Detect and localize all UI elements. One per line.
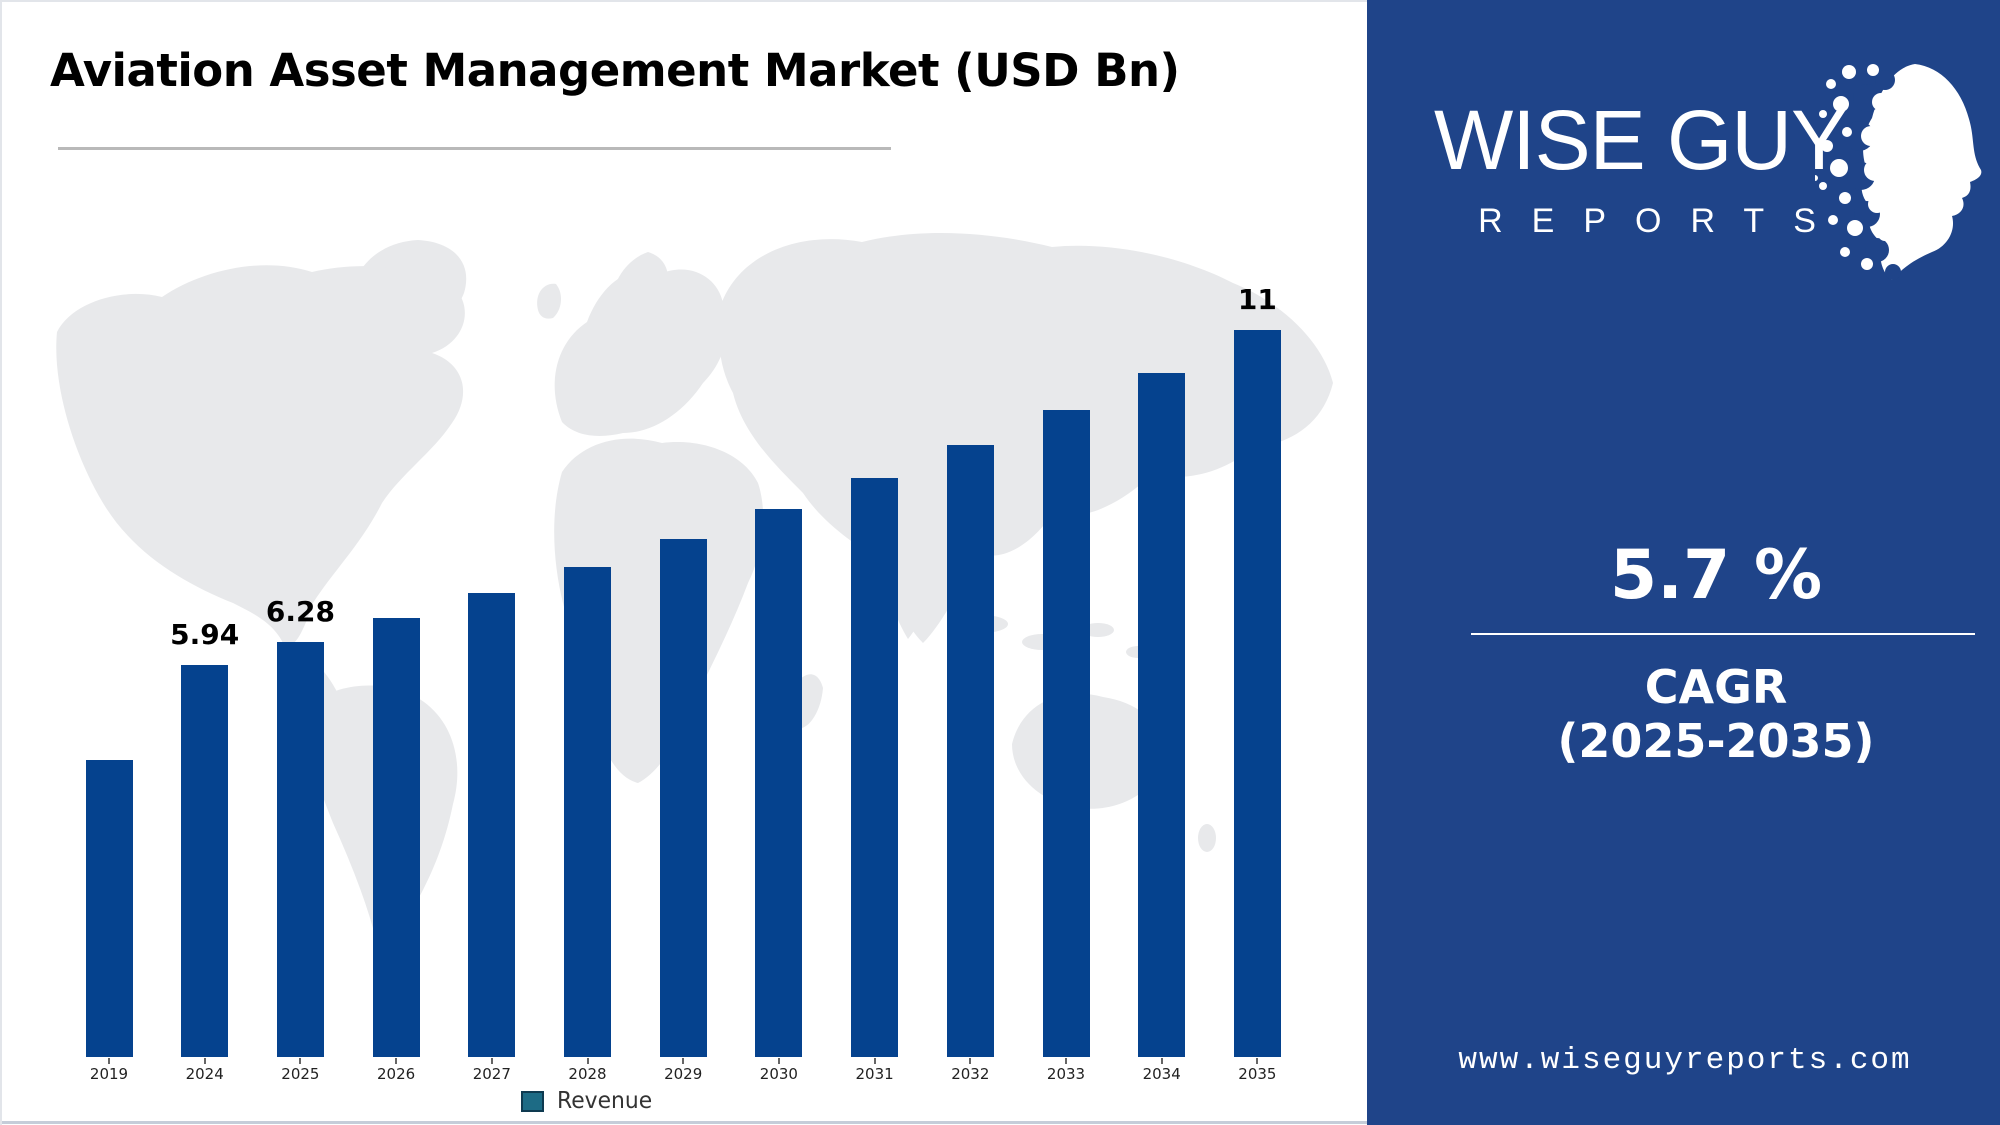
x-axis-tick-2027 [490, 1058, 493, 1064]
bar-2029 [659, 539, 707, 1057]
x-axis-tick-2032 [969, 1058, 972, 1064]
bar-2034 [1138, 373, 1186, 1057]
bar-2019 [85, 760, 133, 1057]
x-axis-tick-2031 [873, 1058, 876, 1064]
website-url: www.wiseguyreports.com [1458, 1043, 1912, 1078]
brand-panel: WISE GUY REPORTS [1367, 0, 2000, 1125]
legend-label: Revenue [557, 1088, 653, 1114]
wiseguy-logo-reports-text: REPORTS [1478, 202, 1845, 240]
x-axis-tick-2019 [108, 1058, 110, 1064]
legend-swatch-icon [521, 1090, 544, 1112]
bar-value-label-2024: 5.94 [170, 618, 240, 651]
x-axis-tick-2030 [777, 1058, 780, 1064]
bar-2024 [181, 665, 229, 1057]
x-axis-label-2027: 2027 [472, 1065, 511, 1083]
cagr-divider-line [1471, 633, 1975, 635]
wiseguy-logo-face-icon [1815, 64, 1982, 280]
x-axis-label-2024: 2024 [185, 1065, 224, 1083]
bar-2027 [468, 593, 516, 1057]
bar-2031 [851, 478, 899, 1057]
x-axis-label-2033: 2033 [1046, 1065, 1086, 1083]
bar-2033 [1042, 410, 1090, 1057]
x-axis-tick-2029 [682, 1058, 685, 1064]
bar-2035 [1233, 330, 1281, 1057]
x-axis-tick-2024 [203, 1058, 206, 1064]
x-axis-tick-2034 [1160, 1058, 1163, 1064]
title-underline [58, 147, 891, 150]
x-axis-label-2028: 2028 [568, 1065, 607, 1083]
chart-title: Aviation Asset Management Market (USD Bn… [50, 44, 1180, 97]
bottom-border-line [2, 1121, 1369, 1124]
x-axis-tick-2035 [1256, 1058, 1259, 1064]
chart-area: Aviation Asset Management Market (USD Bn… [0, 0, 1369, 1125]
cagr-range: (2025-2035) [1557, 714, 1875, 768]
legend: Revenue [521, 1088, 657, 1114]
bar-2032 [946, 445, 994, 1057]
bar-value-label-2035: 11 [1237, 283, 1277, 316]
bar-2030 [755, 509, 803, 1057]
bar-2026 [372, 618, 420, 1057]
cagr-title: CAGR [1644, 660, 1788, 714]
x-axis-label-2035: 2035 [1238, 1065, 1277, 1083]
x-axis-tick-2026 [395, 1058, 398, 1064]
x-axis-label-2034: 2034 [1142, 1065, 1181, 1083]
x-axis-label-2030: 2030 [759, 1065, 798, 1083]
x-axis-tick-2025 [299, 1058, 302, 1064]
x-axis-label-2031: 2031 [855, 1065, 894, 1083]
x-axis-label-2026: 2026 [377, 1065, 416, 1083]
x-axis-label-2029: 2029 [664, 1065, 703, 1083]
x-axis-label-2032: 2032 [951, 1065, 990, 1083]
x-axis-tick-2028 [586, 1058, 589, 1064]
bar-value-label-2025: 6.28 [265, 595, 335, 628]
x-axis-label-2019: 2019 [89, 1065, 129, 1083]
cagr-value: 5.7 % [1609, 536, 1823, 615]
x-axis-label-2025: 2025 [281, 1065, 320, 1083]
bar-2028 [564, 567, 611, 1057]
bar-2025 [276, 642, 324, 1057]
x-axis-tick-2033 [1065, 1058, 1067, 1064]
wiseguy-logo-wordmark: WISE GUY [1433, 93, 1847, 187]
